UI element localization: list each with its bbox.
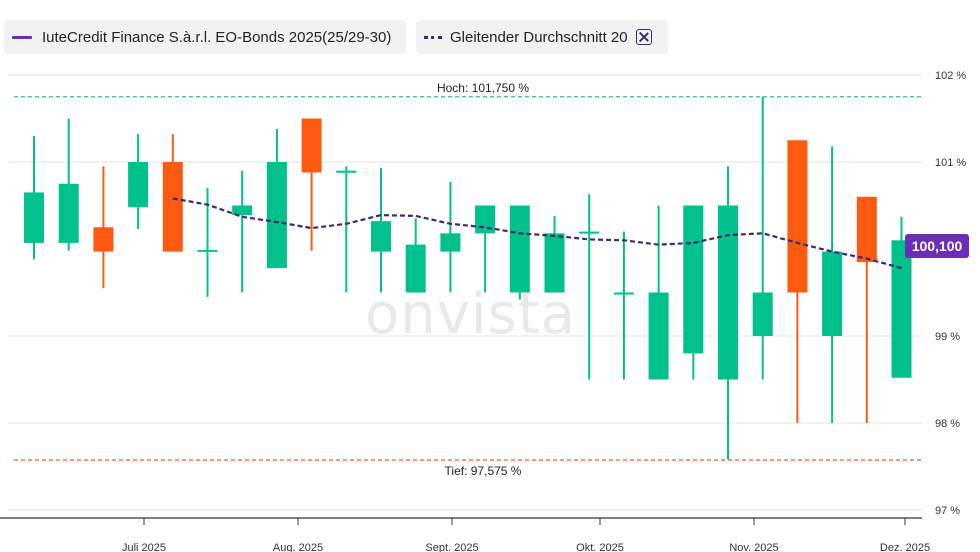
candle-up xyxy=(58,183,79,243)
candle-up xyxy=(336,170,357,173)
x-tick-label: Dez. 2025 xyxy=(880,542,930,552)
x-tick-label: Aug. 2025 xyxy=(273,542,323,552)
y-tick-label: 97 % xyxy=(935,505,960,517)
close-icon[interactable] xyxy=(635,29,652,45)
candle-up xyxy=(752,292,773,336)
legend-item-moving-average[interactable]: Gleitender Durchschnitt 20 xyxy=(416,20,668,54)
last-value-badge: 100,100 xyxy=(905,234,969,258)
candle-down xyxy=(93,227,114,252)
candle-up xyxy=(613,292,634,295)
legend-swatch-moving-average xyxy=(424,35,442,39)
candle-up xyxy=(266,162,287,269)
legend-swatch-bond xyxy=(12,35,32,39)
low-label: Tief: 97,575 % xyxy=(445,464,522,478)
candle-up xyxy=(579,231,600,234)
y-tick-label: 101 % xyxy=(935,157,966,169)
candle-up xyxy=(24,192,44,243)
candle-down xyxy=(856,196,877,263)
legend-label-moving-average: Gleitender Durchschnitt 20 xyxy=(450,28,628,46)
legend-label-bond: IuteCredit Finance S.à.r.l. EO-Bonds 202… xyxy=(42,28,392,46)
candle-up xyxy=(475,205,496,234)
high-label: Hoch: 101,750 % xyxy=(437,81,529,95)
candle-up xyxy=(683,205,704,354)
candle-up xyxy=(891,240,912,378)
y-tick-label: 98 % xyxy=(935,418,960,430)
y-tick-label: 99 % xyxy=(935,331,960,343)
x-tick-label: Sept. 2025 xyxy=(425,542,478,552)
candle-up xyxy=(509,205,530,293)
x-tick-label: Nov. 2025 xyxy=(729,542,778,552)
candle-up xyxy=(648,292,669,380)
x-tick-label: Okt. 2025 xyxy=(576,542,624,552)
candle-up xyxy=(232,205,253,216)
y-tick-label: 102 % xyxy=(935,70,966,82)
candle-up xyxy=(544,233,565,293)
legend-item-bond[interactable]: IuteCredit Finance S.à.r.l. EO-Bonds 202… xyxy=(4,20,406,54)
candle-up xyxy=(405,244,426,293)
candle-up xyxy=(371,221,391,252)
candle-up xyxy=(197,249,218,252)
candle-up xyxy=(440,233,461,252)
candle-up xyxy=(822,251,843,336)
candle-down xyxy=(787,140,808,293)
moving-average-line xyxy=(172,197,902,270)
candle-down xyxy=(162,162,183,252)
candle-up xyxy=(128,162,149,208)
candle-up xyxy=(718,205,738,380)
x-tick-label: Juli 2025 xyxy=(122,542,166,552)
candle-down xyxy=(301,118,322,173)
